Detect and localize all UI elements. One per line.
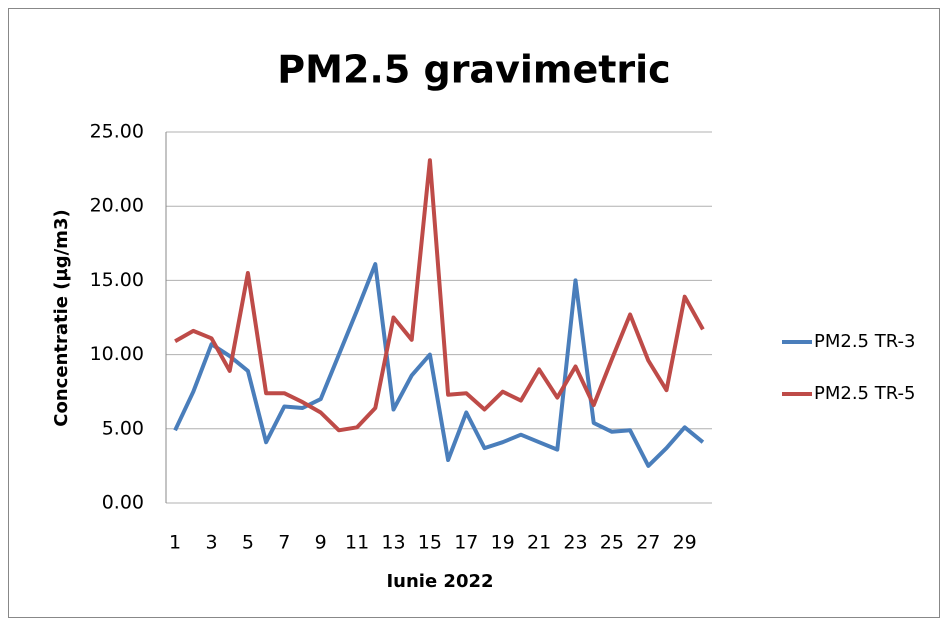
y-tick-label: 10.00 <box>90 343 144 365</box>
y-tick-label: 0.00 <box>102 492 144 514</box>
x-tick-label: 21 <box>527 532 551 554</box>
legend-label: PM2.5 TR-5 <box>814 383 915 404</box>
x-tick-label: 29 <box>673 532 697 554</box>
x-tick-label: 9 <box>315 532 327 554</box>
x-tick-label: 19 <box>491 532 515 554</box>
data-line <box>174 158 705 433</box>
x-tick-label: 23 <box>563 532 587 554</box>
y-tick-label: 5.00 <box>102 417 144 439</box>
x-tick-label: 3 <box>205 532 217 554</box>
y-tick-label: 20.00 <box>90 195 144 217</box>
y-axis-title: Concentratie (µg/m3) <box>51 209 72 426</box>
y-tick-label: 25.00 <box>90 121 144 143</box>
x-tick-label: 5 <box>242 532 254 554</box>
data-line <box>173 262 705 468</box>
x-tick-label: 13 <box>381 532 405 554</box>
x-axis-title: Iunie 2022 <box>386 571 493 592</box>
chart-border <box>8 8 940 618</box>
x-tick-label: 25 <box>600 532 624 554</box>
x-tick-label: 1 <box>169 532 181 554</box>
x-tick-label: 7 <box>278 532 290 554</box>
x-tick-label: 17 <box>454 532 478 554</box>
chart-title: PM2.5 gravimetric <box>277 48 670 92</box>
legend-label: PM2.5 TR-3 <box>814 331 915 352</box>
x-tick-label: 11 <box>345 532 369 554</box>
x-tick-label: 15 <box>418 532 442 554</box>
y-tick-label: 15.00 <box>90 269 144 291</box>
x-tick-label: 27 <box>636 532 660 554</box>
